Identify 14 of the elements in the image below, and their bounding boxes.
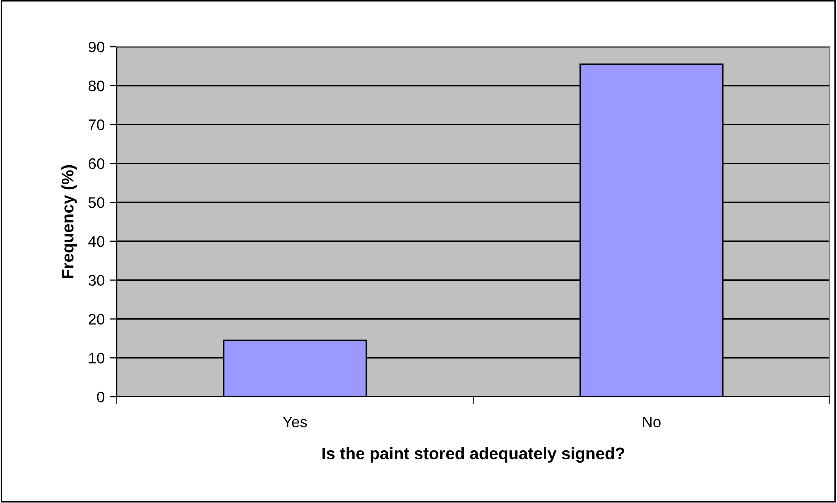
y-axis-title: Frequency (%) [62, 165, 78, 278]
y-tick-label: 90 [88, 42, 105, 53]
x-tick-label: Yes [283, 417, 308, 428]
x-tick-label: No [643, 417, 661, 428]
y-tick-label: 20 [88, 314, 105, 325]
y-tick-label: 0 [97, 392, 105, 403]
y-tick-label: 80 [88, 80, 105, 92]
y-tick-label: 40 [88, 236, 105, 248]
x-axis-title: Is the paint stored adequately signed? [322, 447, 624, 463]
y-tick-label: 60 [88, 158, 105, 170]
y-tick-label: 50 [88, 197, 105, 208]
y-tick-label: 70 [88, 120, 105, 130]
y-tick-label: 30 [88, 275, 105, 286]
y-tick-label: 10 [89, 352, 105, 364]
